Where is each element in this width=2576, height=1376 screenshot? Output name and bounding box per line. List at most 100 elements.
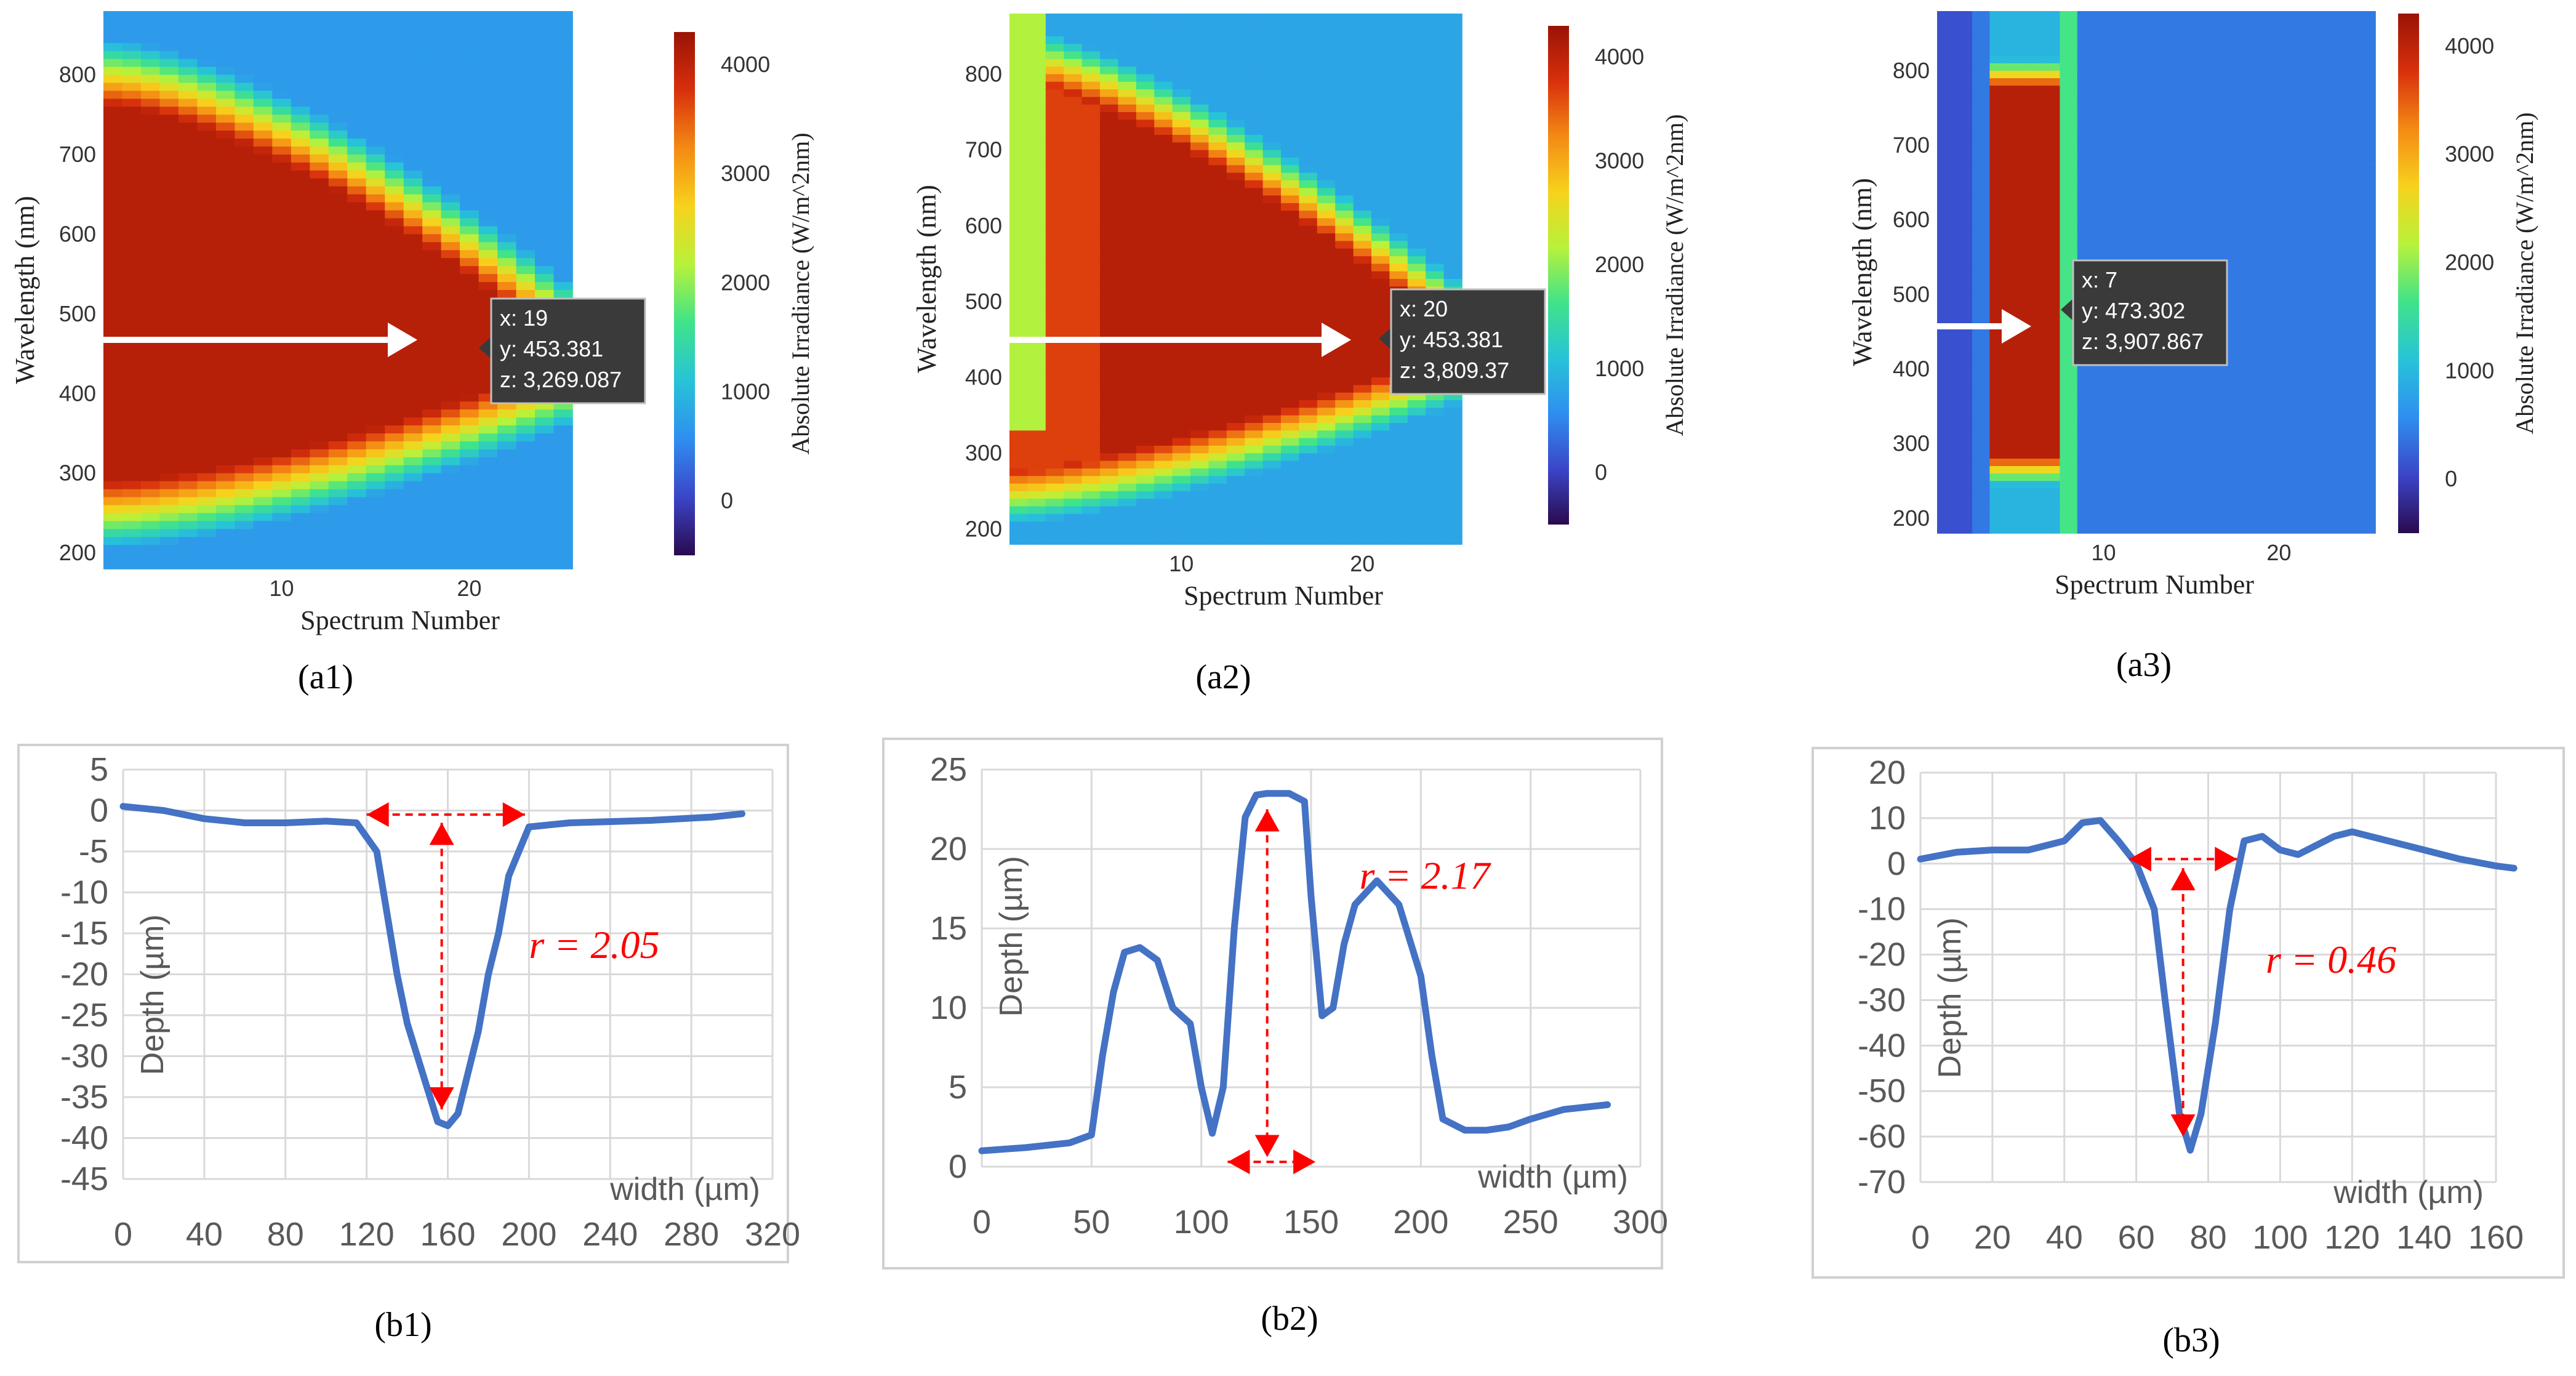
heatmap-a1: 200 300 400 500 600 700 800 10 20 Spectrum Number… — [10, 11, 814, 696]
arrow-head — [429, 1087, 454, 1109]
y-tick-label: 0 — [90, 792, 108, 829]
depth-profile-line — [978, 790, 1611, 1154]
x-tick-label: 160 — [2468, 1219, 2524, 1256]
x-axis-label: width (µm) — [2333, 1175, 2484, 1210]
arrow-head — [2170, 868, 2196, 891]
y-tick-label: -50 — [1858, 1072, 1906, 1109]
y-tick-label: 800 — [59, 62, 96, 87]
y-tick-label: 10 — [930, 989, 967, 1026]
y-tick-label: -40 — [1858, 1027, 1906, 1064]
y-tick-label: -5 — [79, 833, 108, 870]
y-tick-label: -15 — [60, 915, 108, 952]
y-tick-label: -35 — [60, 1079, 108, 1116]
colorbar-tick-label: 1000 — [2445, 358, 2494, 383]
panel-label-b1: (b1) — [374, 1306, 431, 1344]
y-tick-label: 300 — [59, 461, 96, 486]
x-axis-label: Spectrum Number — [1184, 581, 1383, 611]
panel-label-a1: (a1) — [298, 658, 353, 696]
x-tick-label: 40 — [186, 1216, 223, 1253]
y-tick-label: 0 — [1887, 845, 1906, 882]
x-tick-label: 80 — [267, 1216, 304, 1253]
arrow-head — [502, 802, 525, 827]
x-axis-label: width (µm) — [1477, 1159, 1628, 1195]
y-tick-label: 300 — [1893, 431, 1930, 456]
y-tick-label: -60 — [1858, 1118, 1906, 1155]
colorbar-tick-label: 4000 — [2445, 33, 2494, 58]
y-tick-label: 0 — [949, 1148, 967, 1185]
hover-tooltip — [2072, 259, 2228, 366]
panel-label-b3: (b3) — [2162, 1321, 2220, 1359]
tooltip-line: z: 3,269.087 — [500, 367, 622, 392]
depth-arrow — [429, 823, 454, 1109]
width-arrow — [1227, 1149, 1316, 1175]
y-tick-label: 20 — [930, 831, 967, 867]
x-tick-label: 140 — [2396, 1219, 2452, 1256]
y-tick-label: 25 — [930, 751, 967, 788]
y-tick-label: 15 — [930, 910, 967, 947]
heatmap-cells — [1009, 14, 1463, 545]
tooltip-line: x: 19 — [500, 305, 548, 331]
colorbar-label: Absolute Irradiance (W/m^2nm) — [787, 132, 814, 454]
y-tick-label: -10 — [1858, 891, 1906, 928]
x-axis-label: Spectrum Number — [300, 605, 500, 635]
x-tick-label: 20 — [1974, 1219, 2011, 1256]
colorbar — [674, 32, 695, 555]
x-tick-label: 280 — [664, 1216, 719, 1253]
depth-chart-b1: 0 40 80 120 160 200 240 280 320 5 0 -5 -10 -15 -20 -25 -… — [17, 744, 800, 1344]
y-tick-label: 700 — [59, 142, 96, 167]
tooltip-pointer — [2061, 299, 2073, 321]
y-tick-label: 10 — [1869, 800, 1906, 837]
x-tick-label: 10 — [1169, 551, 1194, 576]
tooltip-pointer — [1379, 328, 1391, 350]
panel-label-a2: (a2) — [1195, 658, 1251, 696]
y-tick-label: 700 — [965, 137, 1002, 163]
colorbar-tick-label: 4000 — [721, 52, 770, 77]
radius-annotation: r = 0.46 — [2266, 938, 2396, 981]
width-arrow — [366, 802, 525, 827]
y-tick-label: -30 — [60, 1038, 108, 1075]
arrow-head — [2170, 1114, 2196, 1137]
depth-arrow — [2170, 868, 2196, 1137]
hover-tooltip — [490, 297, 646, 404]
y-axis-label: Wavelength (nm) — [912, 185, 942, 373]
y-tick-label: 500 — [59, 301, 96, 326]
colorbar — [1548, 26, 1569, 525]
arrow-head — [2129, 847, 2151, 872]
x-tick-label: 250 — [1503, 1204, 1559, 1241]
x-tick-label: 20 — [1350, 551, 1374, 576]
depth-arrow — [1254, 809, 1280, 1157]
y-tick-label: -30 — [1858, 981, 1906, 1018]
y-tick-label: -25 — [60, 997, 108, 1034]
y-tick-label: 200 — [965, 516, 1002, 541]
radius-annotation: r = 2.05 — [529, 923, 659, 967]
y-tick-label: 500 — [1893, 281, 1930, 307]
colorbar-tick-label: 0 — [2445, 466, 2457, 491]
width-arrow — [2129, 847, 2237, 872]
arrow-head — [366, 802, 389, 827]
y-tick-label: 400 — [965, 364, 1002, 390]
y-axis-label: Depth (µm) — [1932, 917, 1968, 1078]
depth-chart-b2: 0 50 100 150 200 250 300 0 5 10 15 20 25 width (µm) De… — [882, 738, 1668, 1338]
x-tick-label: 20 — [457, 576, 481, 601]
arrow-head — [429, 823, 454, 845]
y-tick-label: -40 — [60, 1120, 108, 1157]
y-tick-label: 500 — [965, 289, 1002, 314]
y-tick-label: -20 — [1858, 936, 1906, 973]
hover-tooltip — [1390, 288, 1546, 395]
y-tick-label: 400 — [1893, 356, 1930, 381]
y-axis-label: Depth (µm) — [135, 914, 171, 1075]
y-tick-label: -10 — [60, 874, 108, 911]
arrow-head — [1293, 1149, 1316, 1175]
x-tick-label: 40 — [2046, 1219, 2083, 1256]
y-tick-label: 300 — [965, 440, 1002, 465]
heatmap-a3: 200 300 400 500 600 700 800 10 20 Spectrum Number… — [1847, 11, 2538, 684]
x-tick-label: 200 — [501, 1216, 556, 1253]
tooltip-line: y: 453.381 — [1400, 327, 1503, 352]
arrow-head — [2215, 847, 2237, 872]
x-tick-label: 0 — [973, 1204, 991, 1241]
heatmap-a2: 200 300 400 500 600 700 800 10 20 Spectrum Number… — [912, 14, 1688, 696]
x-tick-label: 10 — [2092, 540, 2116, 565]
colorbar-tick-label: 4000 — [1595, 44, 1644, 70]
y-tick-label: -45 — [60, 1161, 108, 1197]
